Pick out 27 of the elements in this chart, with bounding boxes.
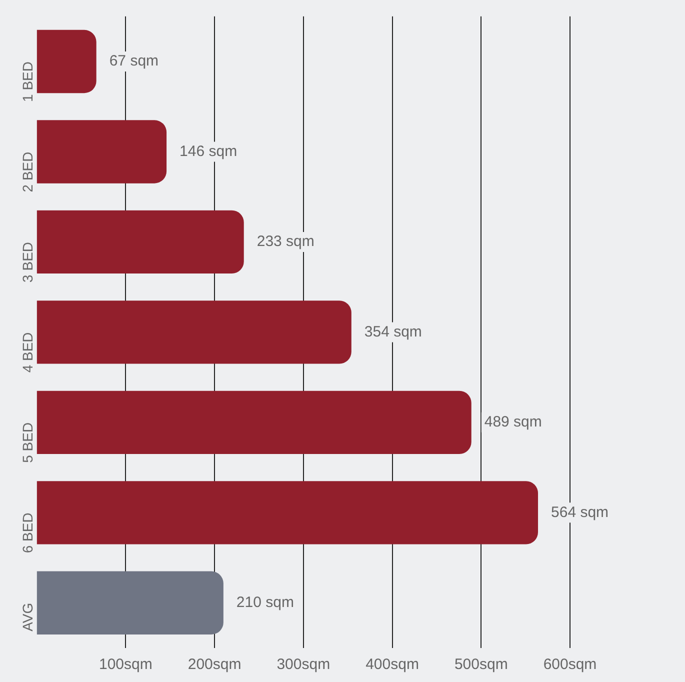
data-label: 146 sqm xyxy=(180,142,238,160)
data-label: 67 sqm xyxy=(109,52,159,70)
bar xyxy=(36,30,96,94)
bar xyxy=(36,120,167,184)
x-tick-label: 100sqm xyxy=(98,656,152,674)
y-tick-label: 2 BED xyxy=(20,152,36,192)
y-tick-label: 1 BED xyxy=(20,62,36,102)
data-label: 564 sqm xyxy=(551,504,609,521)
data-label: 354 sqm xyxy=(364,323,422,340)
bar xyxy=(36,481,538,544)
y-tick-label: 4 BED xyxy=(20,332,36,373)
x-tick-label: 400sqm xyxy=(366,656,419,674)
x-tick-label: 200sqm xyxy=(188,656,242,674)
x-tick-label: 300sqm xyxy=(276,656,330,674)
bar xyxy=(36,390,472,454)
y-tick-label: 5 BED xyxy=(20,422,36,463)
data-label: 233 sqm xyxy=(256,233,314,250)
y-tick-label: AVG xyxy=(20,602,36,632)
y-tick-label: 6 BED xyxy=(20,512,36,554)
data-label: 210 sqm xyxy=(236,594,294,612)
bar xyxy=(36,300,352,364)
x-tick-label: 500sqm xyxy=(454,656,508,674)
x-tick-label: 600sqm xyxy=(543,656,597,674)
y-tick-label: 3 BED xyxy=(20,242,36,282)
bar xyxy=(36,571,224,634)
bar xyxy=(36,210,244,274)
data-label: 489 sqm xyxy=(484,414,542,431)
